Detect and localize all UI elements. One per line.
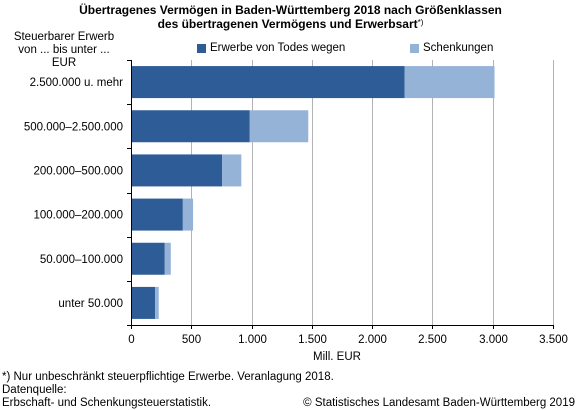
category-label: 50.000–100.000 [40, 254, 123, 266]
category-label: 200.000–500.000 [33, 165, 123, 177]
category-axis-header: Steuerbarer Erwerb von ... bis unter ...… [2, 31, 126, 70]
bar-schenkungen [404, 66, 495, 99]
x-tick-label: 3.000 [479, 334, 508, 346]
category-label: 100.000–200.000 [33, 210, 123, 222]
x-axis-title: Mill. EUR [313, 351, 361, 363]
footnote: *) Nur unbeschränkt steuerpflichtige Erw… [2, 371, 334, 383]
x-tick-label: 1.000 [238, 334, 267, 346]
x-tick-label: 0 [128, 334, 134, 346]
title-footnote-marker: *) [417, 18, 424, 27]
x-tick-label: 2.000 [358, 334, 387, 346]
title-line-1: Übertragenes Vermögen in Baden-Württembe… [79, 3, 502, 17]
x-tick-label: 500 [182, 334, 201, 346]
bar-erwerbe [131, 242, 165, 275]
source-text: Erbschaft- und Schenkungsteuerstatistik. [2, 397, 212, 409]
category-header-line-1: Steuerbarer Erwerb [13, 31, 115, 43]
category-label: unter 50.000 [58, 298, 123, 310]
legend-label-schenkungen: Schenkungen [423, 42, 494, 54]
bar-schenkungen [182, 198, 194, 231]
legend-label-erwerbe: Erwerbe von Todes wegen [210, 42, 346, 54]
legend-item-schenkungen: Schenkungen [410, 42, 493, 55]
bar-erwerbe [131, 66, 405, 99]
bar-erwerbe [131, 286, 156, 319]
title-line-2: des übertragenen Vermögens und Erwerbsar… [157, 17, 418, 31]
source-label: Datenquelle: [2, 384, 67, 396]
category-header-line-3: EUR [51, 57, 77, 69]
bar-schenkungen [164, 242, 171, 275]
category-label: 2.500.000 u. mehr [30, 77, 124, 89]
bar-schenkungen [222, 154, 242, 187]
x-tick-label: 2.500 [418, 334, 447, 346]
bar-erwerbe [131, 198, 183, 231]
copyright: © Statistisches Landesamt Baden-Württemb… [303, 397, 575, 409]
bar-erwerbe [131, 154, 223, 187]
bar-schenkungen [155, 286, 159, 319]
legend-swatch-erwerbe [197, 44, 206, 53]
bar-schenkungen [249, 110, 309, 143]
category-header-line-2: von ... bis unter ... [18, 44, 110, 56]
legend-swatch-schenkungen [410, 44, 419, 53]
category-label: 500.000–2.500.000 [24, 121, 123, 133]
legend-item-erwerbe: Erwerbe von Todes wegen [197, 42, 345, 55]
x-tick-label: 1.500 [298, 334, 327, 346]
x-tick-label: 3.500 [539, 334, 568, 346]
chart-title: Übertragenes Vermögen in Baden-Württembe… [0, 3, 581, 31]
bar-erwerbe [131, 110, 250, 143]
